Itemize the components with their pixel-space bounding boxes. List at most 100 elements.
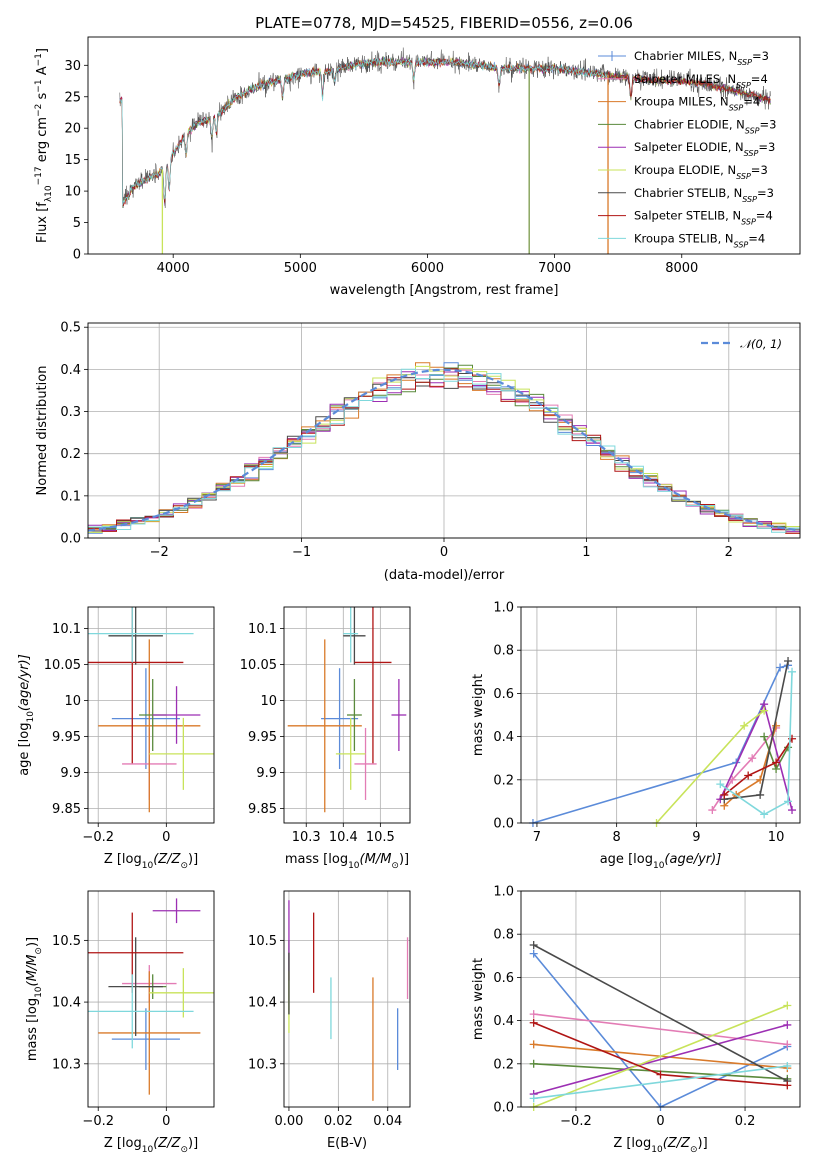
- legend-entry: Kroupa ELODIE, NSSP=3: [634, 163, 768, 181]
- weight-marker-chabrier-stelib: [529, 941, 538, 949]
- y-tick-label: 30: [64, 59, 81, 74]
- weight-marker-kroupa-stelib: [788, 667, 797, 676]
- x-tick-label: 8: [613, 830, 621, 845]
- weight-marker-salpeter-elodie: [783, 1020, 792, 1029]
- y-tick-label: 0.3: [60, 405, 81, 420]
- y-axis-label-part: mass [log: [25, 998, 40, 1061]
- y-axis-label: Normed distribution: [35, 366, 50, 496]
- weight-marker-salpeter-miles: [783, 1040, 792, 1049]
- x-tick-label: −0.2: [560, 1114, 592, 1129]
- axes-frame: [520, 606, 801, 824]
- axes-frame: [283, 606, 411, 824]
- x-axis-label-part: ⊙: [391, 861, 399, 871]
- x-axis-label: Z [log10(Z/Z⊙)]: [104, 852, 198, 871]
- weight-line-chabrier-miles: [532, 664, 789, 823]
- y-tick-label: 10.1: [52, 622, 81, 637]
- legend-entry: 𝒩(0, 1): [740, 337, 782, 351]
- weight-marker-kroupa-stelib: [716, 780, 725, 789]
- y-axis-label: mass [log10(M/M⊙)]: [25, 937, 44, 1061]
- weight-marker-salpeter-stelib: [529, 1018, 538, 1027]
- y-tick-label: 10.4: [248, 996, 277, 1011]
- y-tick-label: 0.4: [493, 1014, 514, 1029]
- x-tick-label: 0: [162, 830, 170, 845]
- spectrum-kroupa-stelib: [119, 57, 609, 205]
- x-axis-label-part: (age/yr)]: [664, 852, 721, 867]
- weight-marker-salpeter-miles: [748, 754, 757, 763]
- legend-entry: Chabrier ELODIE, NSSP=3: [634, 117, 776, 135]
- y-axis-label-part: )]: [25, 937, 40, 947]
- y-tick-label: 10.05: [44, 658, 81, 673]
- y-tick-label: 0.0: [493, 817, 514, 832]
- y-tick-label: 0: [73, 248, 81, 263]
- x-axis-label-part: )]: [399, 852, 409, 867]
- y-axis-label-part: 10: [26, 711, 36, 723]
- x-tick-label: 0.02: [324, 1114, 353, 1129]
- x-axis-label-part: ⊙: [690, 1145, 698, 1155]
- x-tick-label: 0: [656, 1114, 664, 1129]
- y-tick-label: 15: [64, 153, 81, 168]
- axes-7: −0.2 0 0.2 0.0 0.2 0.4 0.6 0.8 1.0 Z [log10(Z/Z⊙)…: [471, 885, 801, 1155]
- weight-line-salpeter-stelib: [723, 738, 793, 796]
- weight-line-kroupa-stelib: [533, 1065, 788, 1100]
- y-tick-label: 0.5: [60, 321, 81, 336]
- y-axis-label-part: λ: [44, 196, 54, 202]
- x-axis-label-part: (M/M: [360, 852, 392, 867]
- x-axis-label-part: Z [log: [104, 852, 142, 867]
- x-axis-label-part: (Z/Z: [153, 852, 181, 867]
- x-axis-label-part: 10: [348, 861, 360, 871]
- y-tick-label: 0.1: [60, 489, 81, 504]
- weight-marker-chabrier-miles: [529, 949, 538, 958]
- weight-marker-salpeter-stelib: [783, 1081, 792, 1090]
- x-axis-label-part: 10: [653, 861, 665, 871]
- weight-line-kroupa-elodie: [533, 1004, 788, 1107]
- y-axis-label-part: −1: [34, 79, 44, 92]
- x-axis-label-part: mass [log: [285, 852, 348, 867]
- y-tick-label: 5: [73, 216, 81, 231]
- y-tick-label: 9.85: [52, 802, 81, 817]
- y-tick-label: 9.95: [248, 730, 277, 745]
- x-tick-label: 7000: [538, 261, 571, 276]
- axes-1: −2 −1 0 1 2 0.0 0.1 0.2 0.3 0.4 0.5 (data-model)/er…: [35, 321, 801, 583]
- y-axis-label-part: −2: [34, 104, 44, 117]
- weight-marker-salpeter-stelib: [656, 1070, 665, 1079]
- x-axis-label: E(B-V): [327, 1136, 367, 1151]
- x-axis-label: mass [log10(M/M⊙)]: [285, 852, 409, 871]
- y-tick-label: 9.85: [248, 802, 277, 817]
- axes-frame: [87, 606, 215, 824]
- chart-title: PLATE=0778, MJD=54525, FIBERID=0556, z=0…: [255, 14, 633, 32]
- axes-0: 4000 5000 6000 7000 8000 0 5 10 15 20 25 30 PLATE=07…: [34, 14, 801, 298]
- spectrum-kroupa-miles: [119, 57, 609, 205]
- x-tick-label: 0.04: [373, 1114, 402, 1129]
- axes-frame: [283, 890, 411, 1108]
- x-tick-label: −2: [150, 545, 169, 560]
- x-tick-label: 0: [162, 1114, 170, 1129]
- weight-marker-salpeter-elodie: [788, 806, 797, 815]
- y-axis-label: mass weight: [471, 674, 486, 756]
- x-axis-label-part: )]: [188, 852, 198, 867]
- y-tick-label: 0.8: [493, 928, 514, 943]
- y-tick-label: 10: [64, 694, 81, 709]
- x-axis-label-part: (Z/Z: [153, 1136, 181, 1151]
- weight-marker-chabrier-elodie: [760, 732, 769, 741]
- weight-marker-chabrier-elodie: [529, 1059, 538, 1068]
- legend-entry: Salpeter STELIB, NSSP=4: [634, 209, 773, 227]
- y-tick-label: 10: [260, 694, 277, 709]
- x-tick-label: 0.2: [735, 1114, 756, 1129]
- x-tick-label: 2: [725, 545, 733, 560]
- y-tick-label: 0.4: [60, 363, 81, 378]
- axes-frame: [520, 890, 801, 1108]
- y-tick-label: 9.9: [60, 766, 81, 781]
- y-tick-label: 1.0: [493, 885, 514, 900]
- x-tick-label: −1: [292, 545, 311, 560]
- x-axis-label: Z [log10(Z/Z⊙)]: [613, 1136, 707, 1155]
- x-axis-label: Z [log10(Z/Z⊙)]: [104, 1136, 198, 1155]
- y-tick-label: 1.0: [493, 601, 514, 616]
- y-axis-label-part: (age/yr)]: [17, 654, 32, 711]
- x-axis-label-part: 10: [651, 1145, 663, 1155]
- x-axis-label-part: Z [log: [104, 1136, 142, 1151]
- weight-line-chabrier-miles: [533, 953, 788, 1107]
- axes-frame: [87, 322, 801, 539]
- weight-marker-kroupa-stelib: [760, 810, 769, 819]
